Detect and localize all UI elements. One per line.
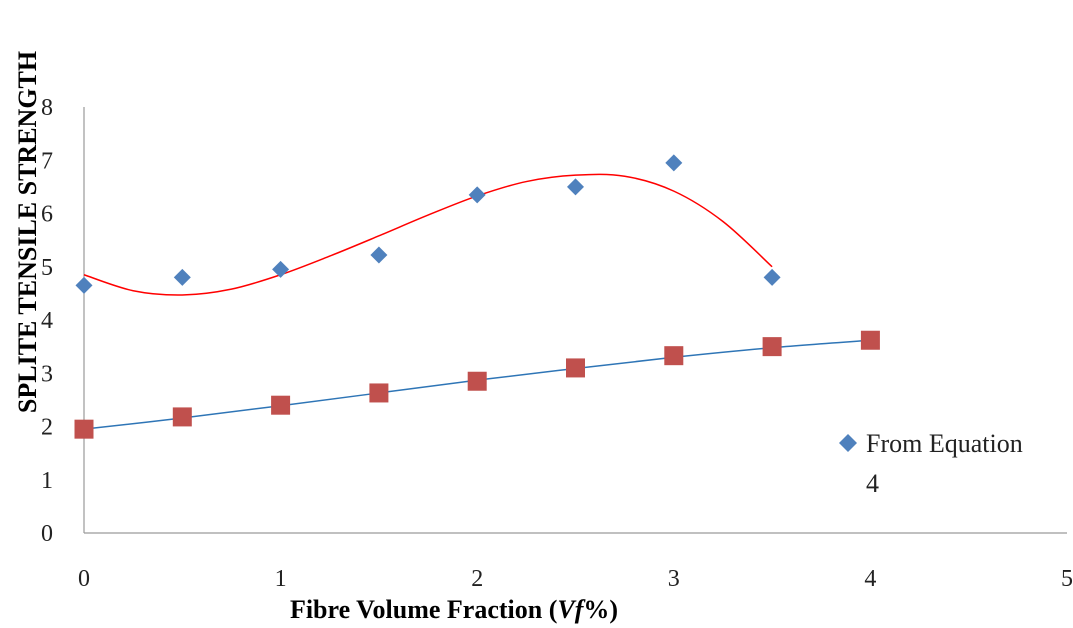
x-tick-label-2: 2 — [471, 566, 483, 592]
y-tick-label-3: 3 — [41, 361, 53, 387]
x-axis-title: Fibre Volume Fraction (Vf%) — [290, 595, 618, 624]
legend-marker-from-equation — [839, 434, 857, 452]
point-series-1-4 — [467, 371, 487, 391]
point-series-0-6 — [665, 154, 683, 172]
x-tick-labels: 0 1 2 3 4 5 — [78, 566, 1073, 592]
point-series-1-0 — [74, 419, 94, 439]
x-tick-label-3: 3 — [668, 566, 680, 592]
y-tick-label-1: 1 — [41, 468, 53, 494]
point-series-0-2 — [272, 260, 290, 278]
legend-label-from-equation: From Equation — [866, 429, 1023, 458]
point-series-1-7 — [762, 337, 782, 357]
y-tick-labels: 0 1 2 3 4 5 6 7 8 — [41, 95, 53, 547]
point-series-1-3 — [369, 383, 389, 403]
legend: From Equation 4 — [839, 429, 1023, 498]
point-series-0-3 — [370, 246, 388, 264]
point-series-0-4 — [468, 186, 486, 204]
point-series-0-0 — [75, 276, 93, 294]
y-tick-label-6: 6 — [41, 202, 53, 228]
trendline-series-0 — [83, 173, 773, 296]
point-series-1-6 — [664, 346, 684, 366]
data-markers — [74, 154, 880, 439]
y-tick-label-5: 5 — [41, 255, 53, 281]
x-axis-title-unit: %) — [583, 595, 618, 624]
y-tick-label-2: 2 — [41, 415, 53, 441]
axes — [83, 107, 1067, 534]
x-tick-label-4: 4 — [864, 566, 876, 592]
y-tick-label-7: 7 — [41, 148, 53, 174]
point-series-1-2 — [271, 395, 291, 415]
point-series-0-7 — [763, 268, 781, 286]
y-tick-label-0: 0 — [41, 521, 53, 547]
trendlines — [83, 173, 871, 430]
point-series-0-5 — [567, 178, 584, 196]
x-axis-title-symbol: Vf — [557, 595, 585, 624]
point-series-1-8 — [860, 330, 880, 350]
x-tick-label-5: 5 — [1061, 566, 1073, 592]
point-series-1-1 — [172, 407, 192, 427]
legend-label-4: 4 — [866, 469, 879, 498]
y-tick-label-4: 4 — [41, 308, 53, 334]
x-tick-label-0: 0 — [78, 566, 90, 592]
x-tick-label-1: 1 — [275, 566, 287, 592]
x-axis-title-text: Fibre Volume Fraction ( — [290, 595, 557, 624]
y-tick-label-8: 8 — [41, 95, 53, 121]
point-series-1-5 — [566, 358, 585, 378]
point-series-0-1 — [173, 268, 191, 286]
y-axis-title: SPLITE TENSILE STRENGTH — [13, 51, 42, 413]
